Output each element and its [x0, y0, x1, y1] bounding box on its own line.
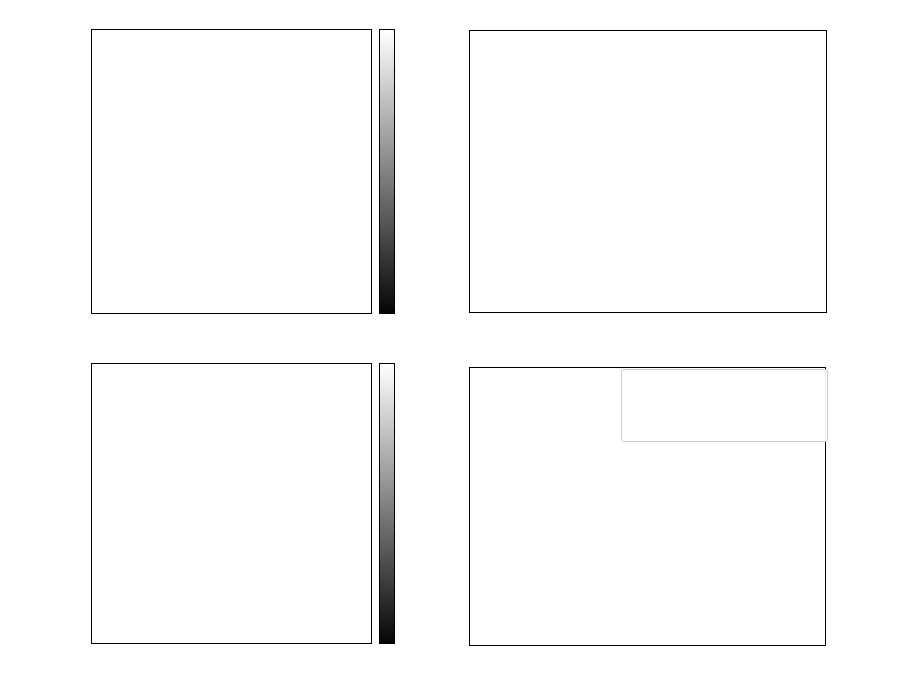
light-curve-panel: [469, 30, 827, 313]
light-curve-plot: [470, 31, 826, 312]
gleam-sky-image: [92, 364, 371, 643]
filter-image-panel: [91, 29, 372, 314]
histogram-legend: [621, 369, 828, 442]
gleam-colorbar: [379, 363, 395, 644]
filter-colorbar: [379, 29, 395, 314]
gleam-image-panel: [91, 363, 372, 644]
filter-noise-image: [92, 30, 371, 313]
